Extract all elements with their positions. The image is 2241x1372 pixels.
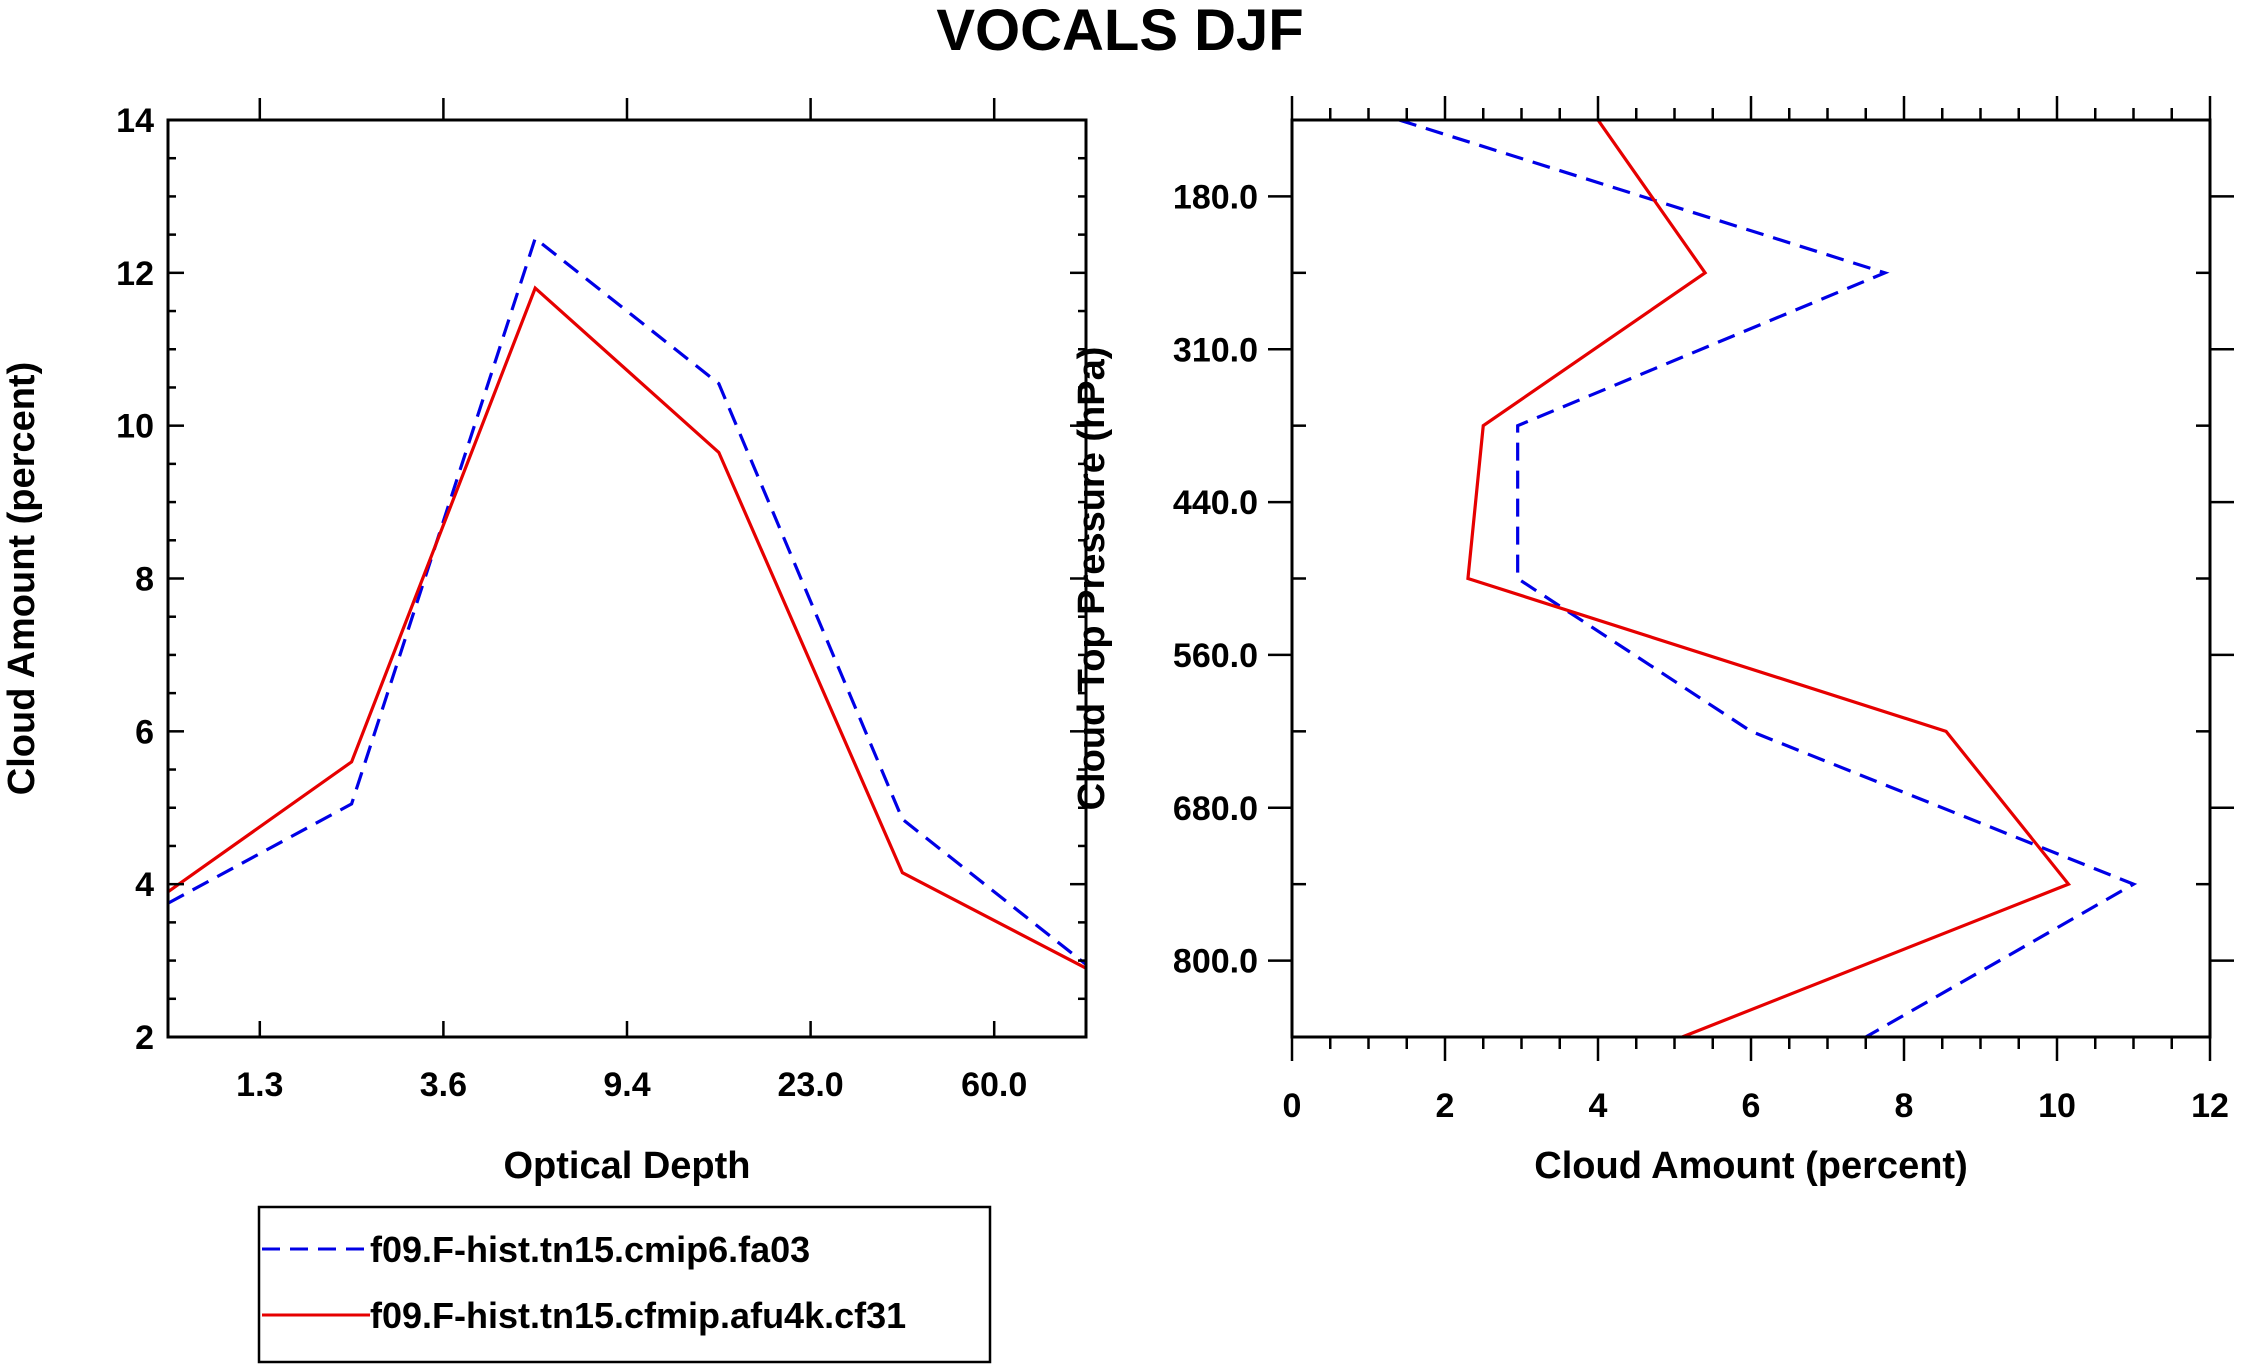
right-series-line-1 — [1466, 120, 2072, 1037]
left-y-tick-label: 10 — [116, 408, 154, 446]
left-y-tick-label: 2 — [135, 1019, 154, 1057]
left-y-tick-label: 4 — [135, 866, 154, 904]
left-series-line-1 — [168, 285, 1086, 970]
right-y-tick-label: 560.0 — [1173, 637, 1258, 675]
right-plot-frame — [1290, 118, 2212, 1039]
right-y-tick-label: 680.0 — [1173, 790, 1258, 828]
right-plot: 0 2 4 6 8 10 12 180.0 310.0 440.0 560.0 680.0 800.0 C… — [1071, 96, 2234, 1187]
left-x-tick-label: 9.4 — [603, 1066, 650, 1104]
left-x-tick-label: 60.0 — [961, 1066, 1027, 1104]
left-y-axis-label: Cloud Amount (percent) — [1, 362, 43, 795]
left-y-tick-label: 12 — [116, 255, 154, 293]
right-y-tick-label: 800.0 — [1173, 943, 1258, 981]
right-y-tick-label: 180.0 — [1173, 178, 1258, 216]
left-x-tick-label: 23.0 — [778, 1066, 844, 1104]
legend-label-afu4k: f09.F-hist.tn15.cfmip.afu4k.cf31 — [370, 1295, 906, 1336]
right-y-axis-label: Cloud Top Pressure (hPa) — [1071, 347, 1113, 811]
right-series-line-0 — [1398, 120, 2138, 1037]
right-x-tick-label: 4 — [1589, 1087, 1608, 1125]
right-y-tick-label: 440.0 — [1173, 484, 1258, 522]
left-x-tick-label: 1.3 — [236, 1066, 283, 1104]
left-y-tick-label: 14 — [116, 102, 154, 140]
legend-box — [257, 1205, 992, 1364]
left-plot: 2 4 6 8 10 12 14 1.3 3.6 9.4 23.0 60.0 Optical Depth… — [1, 98, 1088, 1187]
right-x-tick-label: 8 — [1895, 1087, 1914, 1125]
right-x-tick-label: 0 — [1283, 1087, 1302, 1125]
right-x-axis-label: Cloud Amount (percent) — [1534, 1145, 1967, 1187]
right-x-tick-label: 10 — [2038, 1087, 2076, 1125]
right-x-tick-label: 2 — [1436, 1087, 1455, 1125]
right-y-tick-label: 310.0 — [1173, 331, 1258, 369]
right-x-tick-label: 6 — [1742, 1087, 1761, 1125]
legend-label-cmip6: f09.F-hist.tn15.cmip6.fa03 — [370, 1229, 810, 1270]
left-y-tick-label: 8 — [135, 561, 154, 599]
left-x-axis-label: Optical Depth — [503, 1145, 750, 1187]
left-x-tick-label: 3.6 — [420, 1066, 467, 1104]
left-plot-frame — [166, 118, 1088, 1039]
left-series-line-0 — [168, 235, 1086, 966]
left-y-tick-label: 6 — [135, 713, 154, 751]
right-x-tick-label: 12 — [2191, 1087, 2229, 1125]
figure-title: VOCALS DJF — [936, 0, 1303, 63]
legend: f09.F-hist.tn15.cmip6.fa03 f09.F-hist.tn… — [257, 1205, 992, 1364]
